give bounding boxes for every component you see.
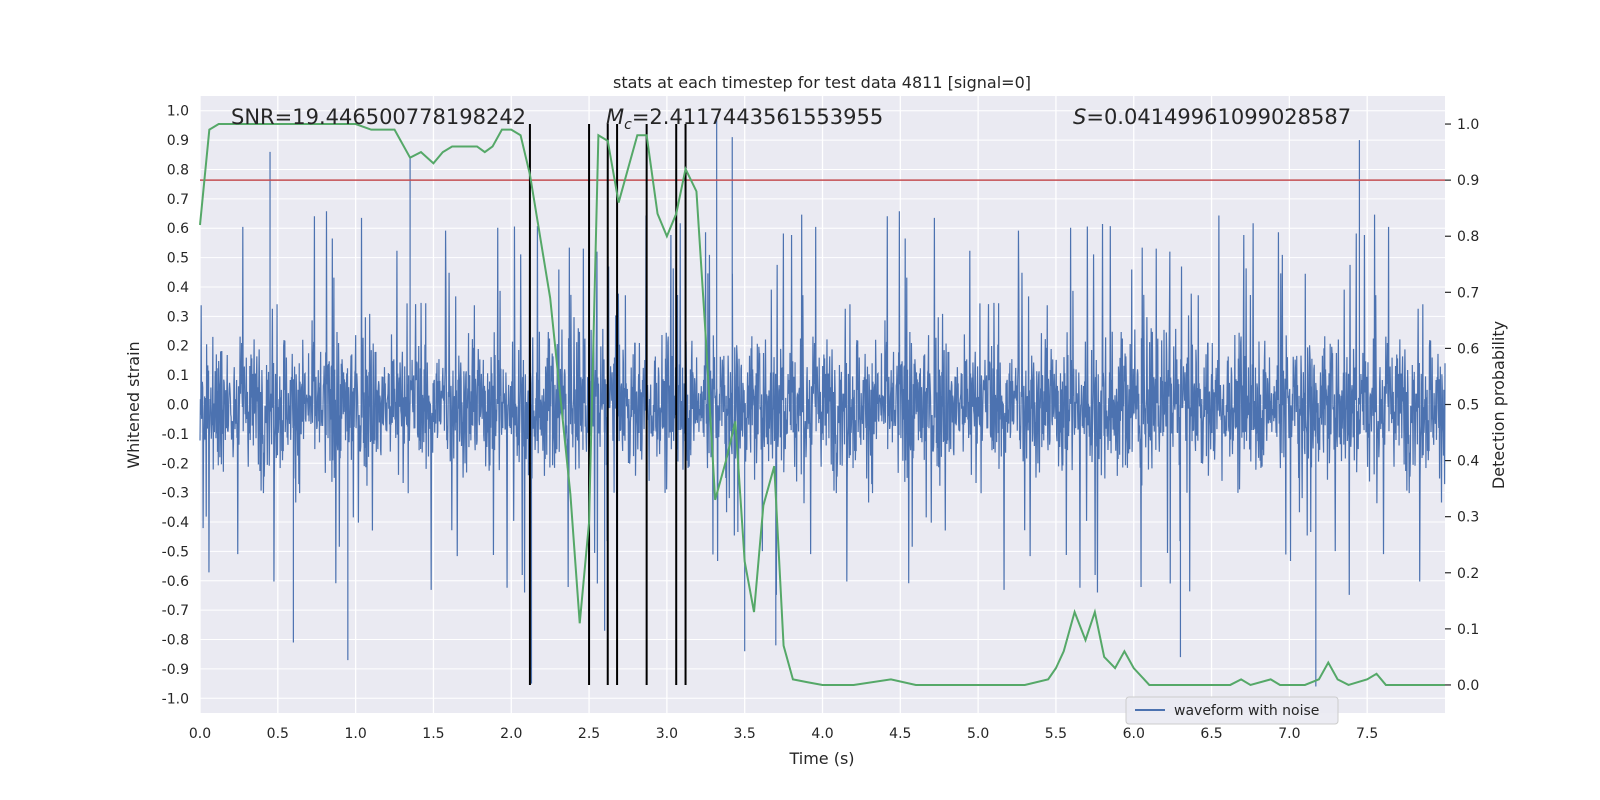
x-tick-label: 6.5 — [1200, 726, 1222, 742]
s-symbol: S — [1073, 105, 1086, 129]
x-tick-label: 0.5 — [267, 726, 289, 742]
chart-title: stats at each timestep for test data 481… — [613, 73, 1031, 92]
x-tick-label: 7.0 — [1278, 726, 1300, 742]
left-tick-label: -0.2 — [162, 456, 189, 472]
left-tick-label: -0.6 — [162, 574, 189, 590]
right-tick-label: 0.0 — [1457, 678, 1479, 694]
x-tick-label: 1.0 — [344, 726, 366, 742]
y-axis-label-left: Whitened strain — [124, 341, 143, 468]
left-tick-label: -0.7 — [162, 603, 189, 619]
x-axis-label: Time (s) — [788, 749, 854, 768]
x-tick-label: 0.0 — [189, 726, 211, 742]
right-tick-label: 0.8 — [1457, 229, 1479, 245]
left-tick-label: 0.1 — [167, 368, 189, 384]
right-tick-label: 0.9 — [1457, 173, 1479, 189]
detection-probability-line — [199, 123, 1445, 687]
right-tick-label: 0.4 — [1457, 454, 1479, 470]
x-tick-label: 1.5 — [422, 726, 444, 742]
x-tick-label: 5.5 — [1045, 726, 1067, 742]
waveform-series — [199, 116, 1446, 687]
right-tick-label: 0.6 — [1457, 341, 1479, 357]
x-tick-label: 4.5 — [889, 726, 911, 742]
left-tick-label: -0.5 — [162, 544, 189, 560]
left-tick-label: -0.1 — [162, 427, 189, 443]
chirp-mass-symbol: M — [606, 105, 624, 129]
snr-annotation: SNR=19.446500778198242 — [231, 105, 526, 129]
left-tick-label: 0.2 — [167, 339, 189, 355]
s-value: =0.04149961099028587 — [1086, 105, 1351, 129]
x-tick-label: 6.0 — [1123, 726, 1145, 742]
left-tick-label: -0.8 — [162, 633, 189, 649]
left-tick-label: 1.0 — [167, 104, 189, 120]
legend-entry: waveform with noise — [1174, 703, 1319, 719]
left-tick-label: -1.0 — [162, 691, 189, 707]
right-tick-labels: 1.0 0.9 0.8 0.7 0.6 0.5 0.4 0.3 0.2 0.1 0.0 — [1445, 117, 1479, 694]
x-tick-label: 3.5 — [734, 726, 756, 742]
chirp-mass-subscript: c — [624, 117, 632, 133]
left-tick-label: 0.0 — [167, 398, 189, 414]
chirp-mass-annotation: Mc=2.4117443561553955 — [606, 105, 883, 133]
right-tick-label: 0.1 — [1457, 622, 1479, 638]
x-tick-label: 5.0 — [967, 726, 989, 742]
left-tick-label: 0.4 — [167, 280, 189, 296]
left-tick-label: 0.5 — [167, 251, 189, 267]
right-tick-label: 1.0 — [1457, 117, 1479, 133]
waveform-trace — [199, 116, 1446, 687]
x-tick-labels: 0.0 0.5 1.0 1.5 2.0 2.5 3.0 3.5 4.0 4.5 5.0 5.5 6.0 6… — [189, 726, 1378, 742]
s-annotation: S=0.04149961099028587 — [1073, 105, 1351, 129]
x-tick-label: 7.5 — [1356, 726, 1378, 742]
left-tick-label: 0.9 — [167, 133, 189, 149]
x-tick-label: 2.0 — [500, 726, 522, 742]
left-tick-labels: 1.0 0.9 0.8 0.7 0.6 0.5 0.4 0.3 0.2 0.1 0.0 -0.1 -0.… — [162, 104, 189, 708]
left-tick-label: -0.9 — [162, 662, 189, 678]
left-tick-label: 0.7 — [167, 192, 189, 208]
vertical-markers — [528, 124, 687, 685]
left-tick-label: -0.3 — [162, 486, 189, 502]
left-tick-label: 0.3 — [167, 309, 189, 325]
x-tick-label: 2.5 — [578, 726, 600, 742]
chirp-mass-value: =2.4117443561553955 — [632, 105, 883, 129]
y-axis-label-right: Detection probability — [1489, 321, 1508, 489]
left-tick-label: 0.6 — [167, 221, 189, 237]
right-tick-label: 0.5 — [1457, 398, 1479, 414]
legend: waveform with noise — [1125, 696, 1339, 725]
right-tick-label: 0.3 — [1457, 510, 1479, 526]
x-tick-label: 4.0 — [811, 726, 833, 742]
x-tick-label: 3.0 — [656, 726, 678, 742]
left-tick-label: 0.8 — [167, 162, 189, 178]
left-tick-label: -0.4 — [162, 515, 189, 531]
right-tick-label: 0.7 — [1457, 285, 1479, 301]
legend-box — [1125, 696, 1339, 725]
right-tick-label: 0.2 — [1457, 566, 1479, 582]
